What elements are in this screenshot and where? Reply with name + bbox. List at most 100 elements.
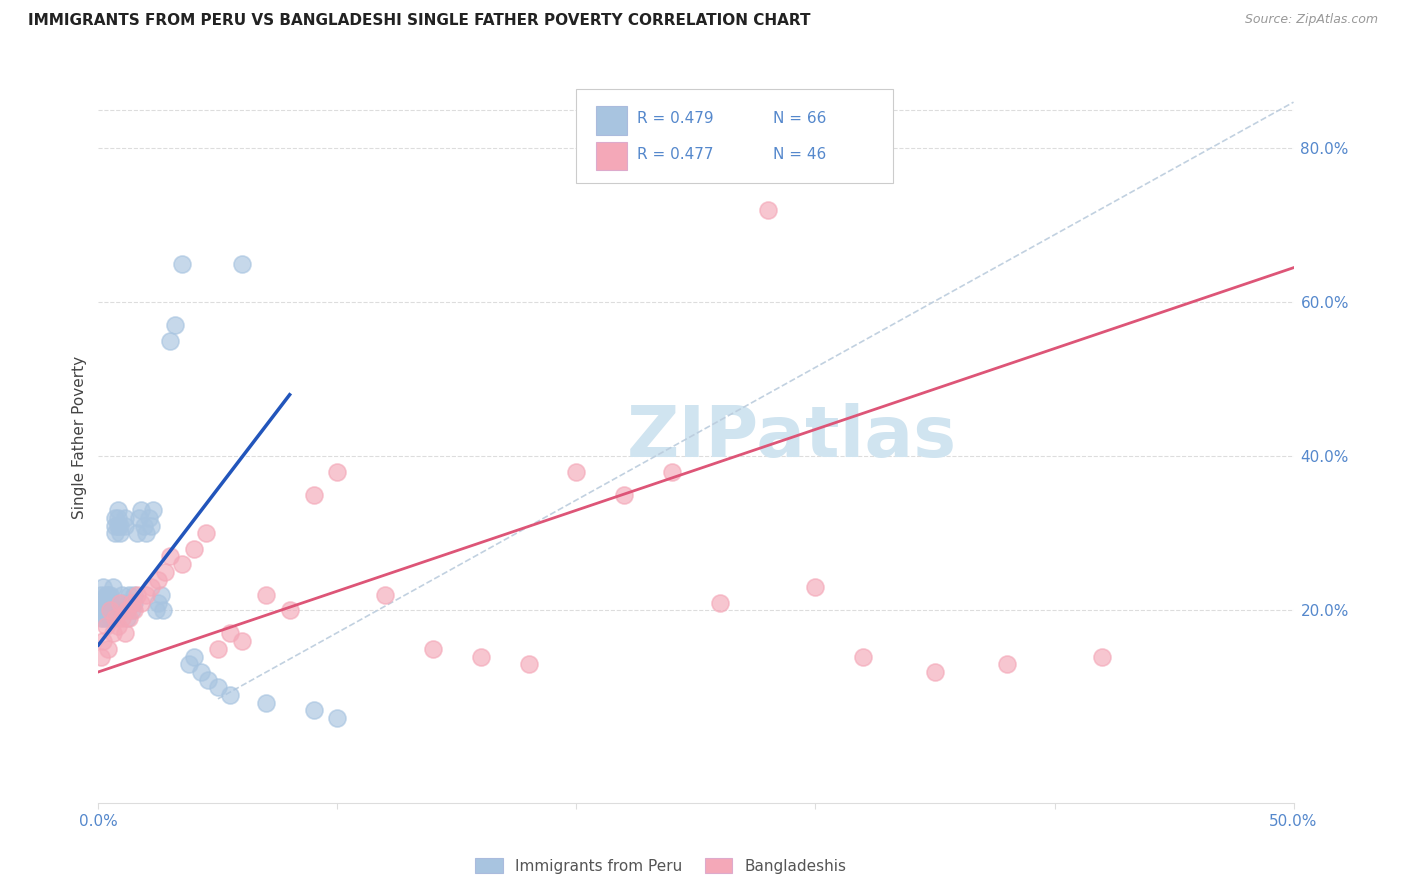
Point (231, 634, 253, 648)
Point (91, 603, 114, 617)
Point (97, 596, 120, 610)
Point (121, 596, 143, 610)
Text: R = 0.477: R = 0.477 (637, 147, 713, 161)
Point (139, 580, 162, 594)
Point (101, 580, 124, 594)
Point (90, 649, 112, 664)
Point (97, 603, 120, 617)
Point (613, 488, 636, 502)
Point (115, 611, 138, 625)
Text: ZIPatlas: ZIPatlas (627, 402, 956, 472)
Point (149, 588, 172, 602)
Text: Source: ZipAtlas.com: Source: ZipAtlas.com (1244, 13, 1378, 27)
Point (104, 518, 127, 533)
Point (139, 518, 162, 533)
Point (91, 634, 114, 648)
Point (98, 596, 122, 610)
Point (1091, 649, 1114, 664)
Legend: Immigrants from Peru, Bangladeshis: Immigrants from Peru, Bangladeshis (470, 852, 852, 880)
Point (97, 588, 120, 602)
Point (115, 603, 138, 617)
Point (183, 541, 205, 556)
Point (159, 334, 181, 348)
Point (111, 596, 134, 610)
Point (101, 626, 124, 640)
Point (163, 318, 186, 333)
Point (107, 511, 129, 525)
Point (148, 573, 170, 587)
Point (98, 603, 122, 617)
Point (111, 603, 134, 617)
Point (131, 503, 153, 517)
Point (148, 596, 170, 610)
Point (374, 588, 396, 602)
Point (179, 657, 201, 672)
Point (278, 603, 301, 617)
Point (125, 588, 148, 602)
Point (124, 603, 146, 617)
Point (91, 580, 114, 594)
Point (111, 611, 134, 625)
Point (254, 588, 277, 602)
Point (101, 603, 124, 617)
Point (91, 611, 114, 625)
Point (565, 465, 588, 479)
Point (94, 618, 117, 632)
Point (326, 711, 349, 725)
Point (422, 641, 444, 656)
Point (709, 596, 731, 610)
Point (104, 526, 127, 541)
Point (219, 626, 242, 640)
Point (98, 611, 122, 625)
Text: N = 46: N = 46 (773, 147, 827, 161)
Point (194, 526, 218, 541)
Point (132, 518, 155, 533)
Point (756, 202, 779, 217)
Point (108, 596, 131, 610)
Point (118, 596, 141, 610)
Point (97, 641, 120, 656)
Point (183, 649, 205, 664)
Point (104, 611, 127, 625)
Point (995, 657, 1018, 672)
Point (90, 588, 112, 602)
Point (114, 626, 136, 640)
Point (124, 596, 146, 610)
Point (114, 511, 136, 525)
Point (159, 549, 181, 564)
Point (125, 526, 148, 541)
Point (115, 603, 138, 617)
Point (138, 511, 160, 525)
Point (107, 618, 129, 632)
Point (101, 596, 124, 610)
Point (90, 603, 112, 617)
Point (111, 588, 134, 602)
Point (924, 665, 946, 679)
Point (145, 603, 167, 617)
Point (517, 657, 540, 672)
Point (207, 681, 229, 695)
Text: R = 0.479: R = 0.479 (637, 112, 713, 126)
Point (219, 688, 242, 702)
Point (108, 518, 131, 533)
Y-axis label: Single Father Poverty: Single Father Poverty (72, 356, 87, 518)
Point (302, 488, 325, 502)
Point (107, 518, 129, 533)
Point (326, 465, 349, 479)
Point (155, 565, 177, 579)
Point (94, 596, 117, 610)
Point (207, 641, 229, 656)
Point (107, 503, 129, 517)
Point (254, 696, 277, 710)
Point (98, 603, 122, 617)
Point (114, 518, 136, 533)
Point (94, 588, 117, 602)
Point (118, 611, 141, 625)
Point (98, 588, 122, 602)
Point (172, 257, 194, 271)
Point (128, 511, 150, 525)
Point (231, 257, 253, 271)
Point (90, 611, 112, 625)
Point (91, 596, 114, 610)
Point (108, 526, 131, 541)
